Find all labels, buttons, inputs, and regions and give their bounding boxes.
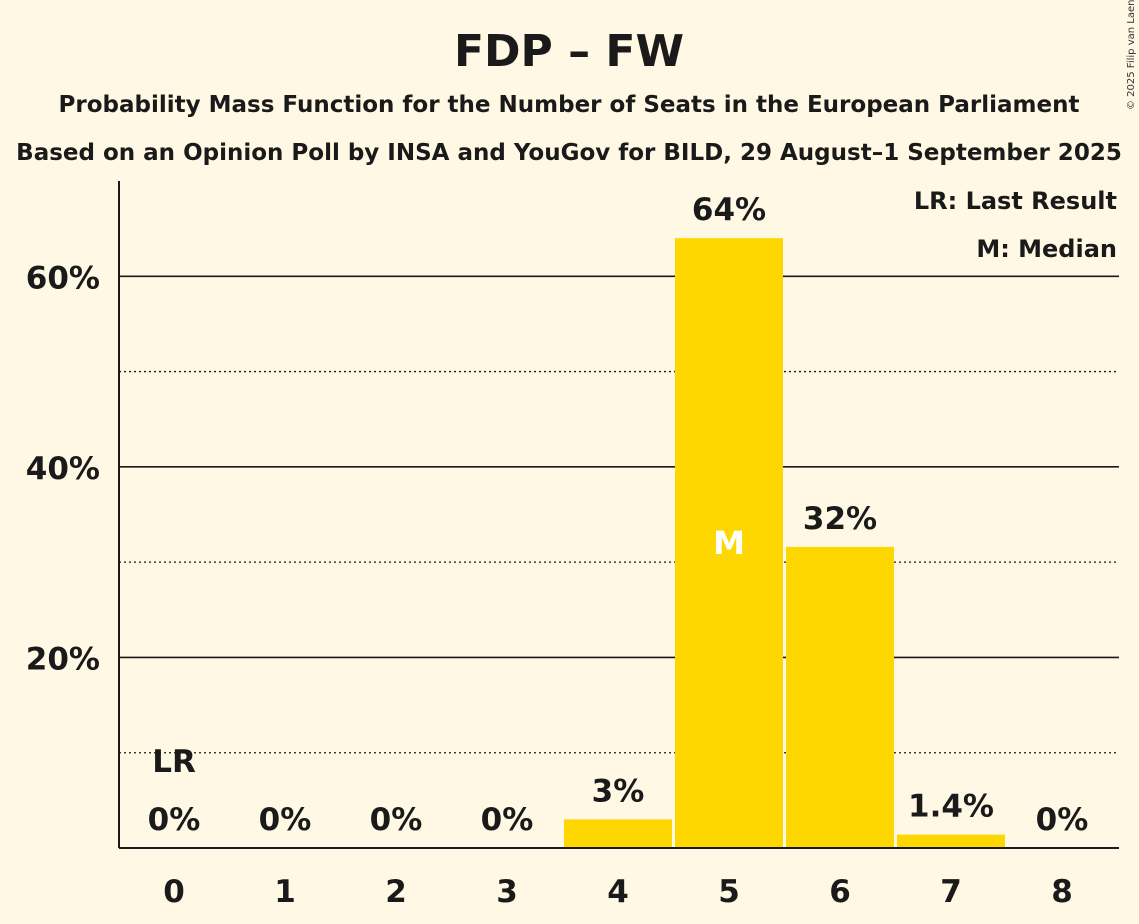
chart-subtitle: Probability Mass Function for the Number… xyxy=(59,92,1080,118)
legend-last-result: LR: Last Result xyxy=(914,187,1117,215)
chart-title: FDP – FW xyxy=(454,26,684,77)
median-marker: M xyxy=(713,524,745,562)
axes xyxy=(118,181,1119,849)
bar xyxy=(786,546,894,848)
y-axis-ticks: 20% 40% 60% xyxy=(26,260,100,677)
x-tick-label: 4 xyxy=(607,874,629,910)
bars xyxy=(564,238,1005,848)
data-label: 0% xyxy=(370,802,423,838)
gridlines xyxy=(119,275,1119,754)
data-label: 0% xyxy=(481,802,534,838)
x-tick-label: 1 xyxy=(274,874,296,910)
chart-subtitle-poll: Based on an Opinion Poll by INSA and You… xyxy=(16,140,1122,166)
data-labels: 0% 0% 0% 0% 3% 64% 32% 1.4% 0% M LR xyxy=(148,192,1089,838)
data-label: 0% xyxy=(259,802,312,838)
x-tick-label: 0 xyxy=(163,874,185,910)
data-label: 32% xyxy=(803,501,877,537)
y-tick-label: 60% xyxy=(26,260,100,296)
y-tick-label: 40% xyxy=(26,451,100,487)
legend: LR: Last Result M: Median xyxy=(914,187,1117,263)
legend-median: M: Median xyxy=(976,235,1117,263)
x-tick-label: 7 xyxy=(940,874,962,910)
data-label: 3% xyxy=(592,773,645,809)
data-label: 1.4% xyxy=(908,789,994,825)
data-label: 0% xyxy=(148,802,201,838)
copyright: © 2025 Filip van Laenen xyxy=(1126,0,1137,110)
x-axis-ticks: 0 1 2 3 4 5 6 7 8 xyxy=(163,874,1073,910)
bar xyxy=(564,819,672,848)
bar xyxy=(675,238,783,848)
data-label: 0% xyxy=(1036,802,1089,838)
y-tick-label: 20% xyxy=(26,641,100,677)
data-label: 64% xyxy=(692,192,766,228)
bar xyxy=(897,834,1005,848)
x-tick-label: 3 xyxy=(496,874,518,910)
x-tick-label: 6 xyxy=(829,874,851,910)
x-tick-label: 8 xyxy=(1051,874,1073,910)
x-tick-label: 2 xyxy=(385,874,407,910)
x-tick-label: 5 xyxy=(718,874,740,910)
last-result-marker: LR xyxy=(152,744,196,780)
